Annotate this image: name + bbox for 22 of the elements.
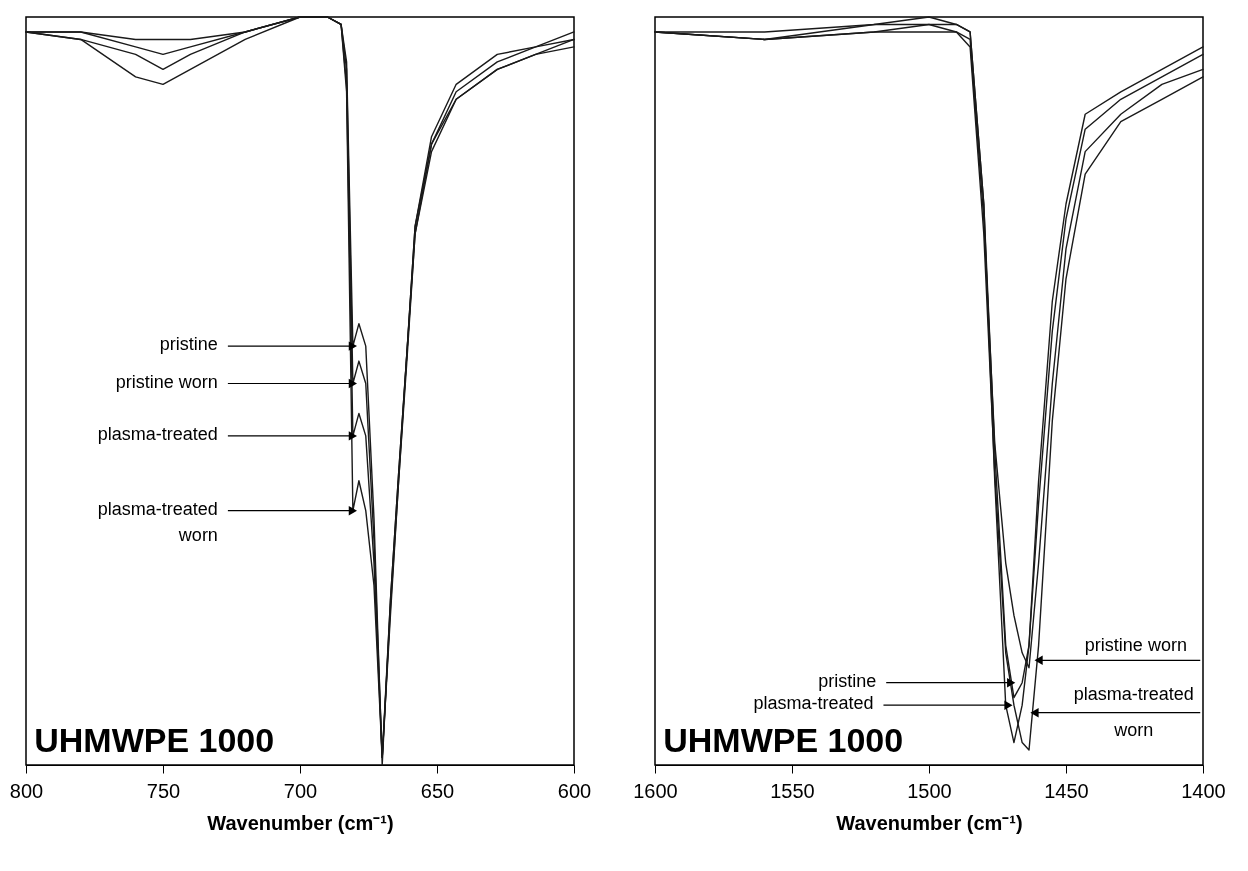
annotation: UHMWPE 1000 bbox=[663, 721, 904, 759]
x-tick-label: 1450 bbox=[1044, 779, 1089, 802]
x-axis-title: Wavenumber (cm⁻¹) bbox=[207, 811, 394, 834]
annotation: pristine worn bbox=[115, 371, 218, 392]
annotation: pristine bbox=[818, 670, 877, 691]
x-tick-label: 700 bbox=[283, 779, 318, 802]
annotation: pristine bbox=[159, 334, 218, 355]
annotation: plasma-treated bbox=[753, 693, 874, 714]
x-tick-label: 1400 bbox=[1181, 779, 1226, 802]
annotation: plasma-treated bbox=[97, 423, 218, 444]
x-tick-label: 600 bbox=[557, 779, 592, 802]
x-tick-label: 1500 bbox=[907, 779, 952, 802]
annotation: plasma-treated worn bbox=[97, 498, 218, 545]
annotation: pristine worn bbox=[1084, 635, 1187, 656]
x-axis-title: Wavenumber (cm⁻¹) bbox=[836, 811, 1023, 834]
x-tick-label: 1550 bbox=[770, 779, 815, 802]
x-tick-label: 800 bbox=[9, 779, 44, 802]
x-tick-label: 1600 bbox=[633, 779, 678, 802]
annotation: plasma-treated worn bbox=[1073, 683, 1194, 740]
x-tick-label: 750 bbox=[146, 779, 181, 802]
annotation: UHMWPE 1000 bbox=[34, 721, 275, 759]
x-tick-label: 650 bbox=[420, 779, 455, 802]
